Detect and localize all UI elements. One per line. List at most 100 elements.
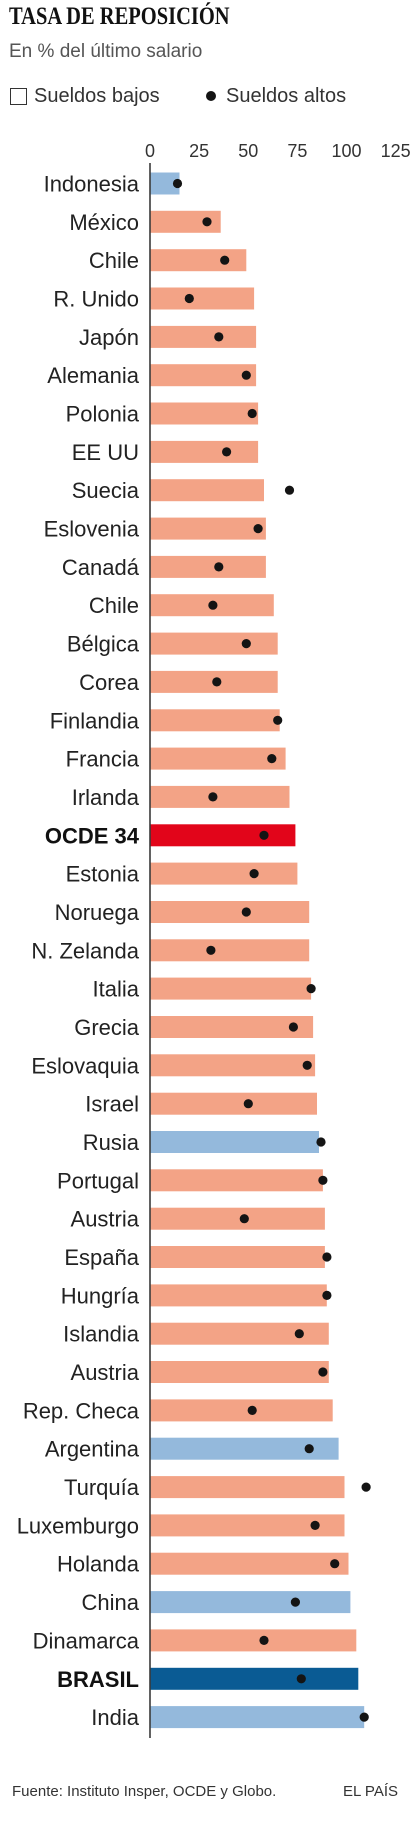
bar-sueldos-bajos (150, 1476, 345, 1499)
chart-row: OCDE 34 (45, 823, 296, 848)
chart-subtitle: En % del último salario (9, 41, 203, 62)
category-label: Argentina (45, 1437, 140, 1462)
dot-sueldos-altos (284, 485, 295, 495)
category-label: Canadá (62, 555, 140, 580)
category-label: Bélgica (67, 632, 140, 657)
category-label: México (69, 210, 139, 235)
bar-sueldos-bajos (150, 1054, 316, 1077)
chart-row: N. Zelanda (31, 938, 310, 963)
bar-sueldos-bajos (150, 517, 266, 540)
category-label: OCDE 34 (45, 823, 140, 848)
chart-row: Noruega (55, 900, 310, 925)
dot-sueldos-altos (296, 1674, 306, 1684)
category-label: Finlandia (50, 708, 140, 733)
category-label: Irlanda (72, 785, 140, 810)
category-label: Italia (93, 977, 140, 1002)
category-label: Indonesia (44, 172, 140, 197)
bar-sueldos-bajos (150, 1169, 323, 1192)
dot-sueldos-altos (294, 1329, 304, 1339)
category-label: India (91, 1705, 139, 1730)
chart-row: Portugal (57, 1168, 328, 1193)
x-tick-label: 125 (381, 141, 411, 161)
chart-row: Chile (89, 593, 274, 618)
dot-sueldos-altos (302, 1060, 312, 1070)
dot-sueldos-altos (288, 1022, 298, 1032)
chart-row: Canadá (62, 555, 266, 580)
bar-sueldos-bajos (150, 632, 278, 655)
chart-row: Grecia (74, 1015, 314, 1040)
chart-row: Polonia (66, 402, 259, 427)
bar-sueldos-bajos (150, 402, 259, 425)
dot-sueldos-altos (172, 178, 183, 189)
chart-row: Austria (71, 1360, 329, 1385)
chart-row: Corea (79, 670, 278, 695)
bar-sueldos-bajos (150, 364, 257, 387)
bar-sueldos-bajos (150, 1207, 325, 1230)
bar-sueldos-bajos (150, 901, 310, 923)
chart-row: Alemania (47, 363, 257, 388)
chart-row: Bélgica (67, 632, 278, 657)
chart-row: Chile (89, 248, 247, 273)
dot-sueldos-altos (304, 1444, 314, 1454)
category-label: Portugal (57, 1168, 139, 1193)
category-label: Chile (89, 248, 139, 273)
legend-label-low-wages: Sueldos bajos (34, 85, 160, 107)
chart-row: Dinamarca (33, 1628, 357, 1653)
dot-sueldos-altos (208, 600, 218, 610)
chart-row: Finlandia (50, 708, 283, 733)
dot-sueldos-altos (220, 255, 230, 265)
chart-row: Irlanda (72, 785, 290, 810)
chart-row: Argentina (45, 1437, 339, 1462)
category-label: Eslovenia (44, 517, 140, 542)
dot-sueldos-altos (322, 1290, 332, 1300)
dot-sueldos-altos (249, 869, 259, 879)
x-axis-ticks: 0 25 50 75 100 125 (145, 141, 411, 161)
chart-row: EE UU (72, 440, 259, 465)
chart-row: Francia (66, 747, 286, 772)
dot-sueldos-altos (247, 1405, 257, 1415)
category-label: Suecia (72, 478, 140, 503)
category-label: Hungría (61, 1283, 140, 1308)
dot-sueldos-altos (214, 332, 224, 342)
category-label: Corea (79, 670, 140, 695)
dot-sueldos-altos (290, 1597, 300, 1607)
bar-sueldos-bajos (150, 1016, 314, 1038)
category-label: Chile (89, 593, 139, 618)
bar-sueldos-bajos (150, 440, 259, 463)
x-tick-label: 50 (238, 141, 258, 161)
dot-sueldos-altos (202, 217, 212, 227)
dot-sueldos-altos (247, 408, 257, 419)
category-label: Israel (85, 1092, 139, 1117)
dot-sueldos-altos (243, 1099, 253, 1109)
dot-sueldos-altos (361, 1482, 371, 1492)
category-label: Islandia (63, 1322, 140, 1347)
chart-row: Austria (71, 1207, 325, 1232)
dot-sueldos-altos (208, 792, 218, 802)
bar-sueldos-bajos (150, 249, 247, 272)
category-label: N. Zelanda (31, 938, 139, 963)
chart-row: Japón (79, 325, 257, 350)
x-tick-label: 25 (189, 141, 209, 161)
dot-sueldos-altos (318, 1175, 328, 1185)
chart-row: España (64, 1245, 332, 1270)
bar-sueldos-bajos (150, 172, 180, 195)
bar-sueldos-bajos (150, 1437, 339, 1460)
bar-sueldos-bajos (150, 939, 310, 962)
square-outline-icon (10, 88, 27, 105)
bar-sueldos-bajos (150, 1706, 365, 1729)
dot-sueldos-altos (241, 907, 251, 917)
dot-sueldos-altos (330, 1559, 340, 1569)
dot-sueldos-altos (267, 754, 277, 764)
bar-sueldos-bajos (150, 1246, 325, 1268)
bar-sueldos-bajos (150, 1322, 329, 1345)
bar-sueldos-bajos (150, 555, 266, 578)
category-label: Austria (71, 1207, 140, 1232)
bar-sueldos-bajos (150, 1361, 329, 1383)
category-label: Noruega (55, 900, 140, 925)
dot-sueldos-altos (214, 562, 224, 572)
chart-row: R. Unido (53, 287, 255, 312)
dot-sueldos-altos (318, 1367, 328, 1377)
bar-sueldos-bajos (150, 1667, 359, 1690)
category-label: Dinamarca (33, 1628, 140, 1653)
